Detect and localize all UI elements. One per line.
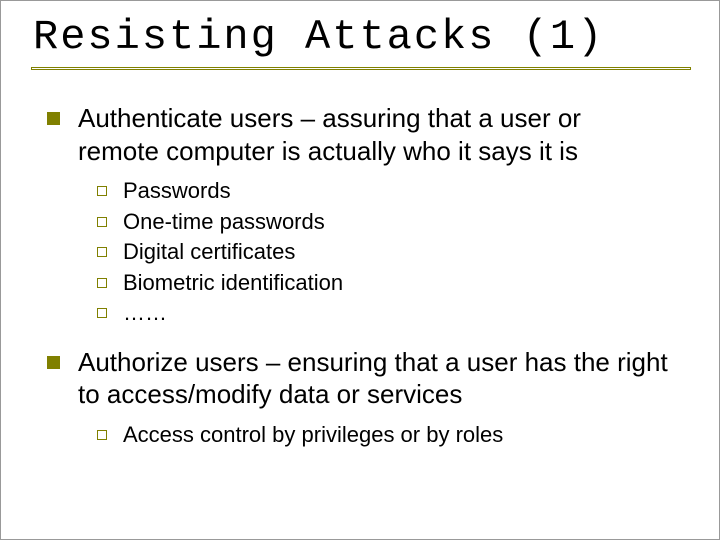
sub-list-item-text: …… (123, 299, 167, 328)
sub-list-item: Biometric identification (97, 269, 669, 298)
title-underline (31, 67, 691, 70)
list-item: Authorize users – ensuring that a user h… (47, 346, 669, 411)
sub-list-item-text: Access control by privileges or by roles (123, 421, 503, 450)
title-block: Resisting Attacks (1) (31, 13, 689, 74)
sub-list-item: Passwords (97, 177, 669, 206)
sub-list-item: Access control by privileges or by roles (97, 421, 669, 450)
hollow-square-icon (97, 430, 107, 440)
sub-list-item-text: Biometric identification (123, 269, 343, 298)
list-item-text: Authenticate users – assuring that a use… (78, 102, 669, 167)
sub-list-item: Digital certificates (97, 238, 669, 267)
sub-list-item-text: One-time passwords (123, 208, 325, 237)
list-item: Authenticate users – assuring that a use… (47, 102, 669, 167)
list-item-text: Authorize users – ensuring that a user h… (78, 346, 669, 411)
sub-list: Passwords One-time passwords Digital cer… (47, 177, 669, 328)
sub-list: Access control by privileges or by roles (47, 421, 669, 450)
sub-list-item: …… (97, 299, 669, 328)
hollow-square-icon (97, 186, 107, 196)
square-bullet-icon (47, 356, 60, 369)
slide-title: Resisting Attacks (1) (31, 13, 689, 61)
hollow-square-icon (97, 308, 107, 318)
hollow-square-icon (97, 217, 107, 227)
hollow-square-icon (97, 247, 107, 257)
square-bullet-icon (47, 112, 60, 125)
sub-list-item: One-time passwords (97, 208, 669, 237)
sub-list-item-text: Digital certificates (123, 238, 295, 267)
slide-body: Authenticate users – assuring that a use… (31, 102, 689, 450)
hollow-square-icon (97, 278, 107, 288)
sub-list-item-text: Passwords (123, 177, 231, 206)
slide: Resisting Attacks (1) Authenticate users… (0, 0, 720, 540)
